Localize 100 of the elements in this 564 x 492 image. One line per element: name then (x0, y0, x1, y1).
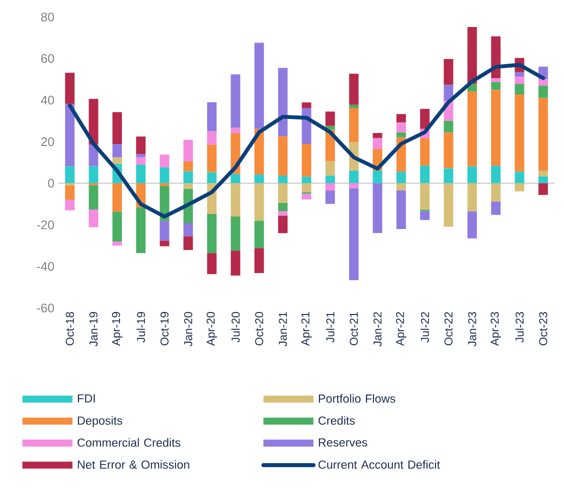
bar (349, 188, 359, 280)
bar (88, 209, 98, 228)
bar (254, 248, 264, 274)
x-tick-label: Jul-20 (231, 312, 240, 343)
bar (349, 170, 359, 184)
bar (278, 176, 288, 184)
x-tick-label: Jul-21 (326, 312, 334, 343)
x-tick-label: Apr-22 (396, 312, 406, 346)
legend-label: Current Account Deficit (318, 460, 440, 469)
bar (136, 207, 146, 254)
y-tick-label: -40 (37, 262, 54, 271)
bar (160, 220, 170, 241)
x-tick-label: Apr-20 (206, 312, 218, 346)
bar (538, 176, 548, 184)
bar (160, 167, 170, 184)
bar (278, 183, 288, 204)
bar (325, 176, 335, 184)
bar (160, 240, 170, 246)
bar (65, 166, 75, 184)
x-tick-label: Jul-19 (136, 312, 146, 343)
bar (112, 144, 122, 158)
y-tick-label: -60 (37, 304, 54, 312)
bar (444, 132, 454, 168)
y-tick-label: 80 (41, 12, 54, 22)
bar (372, 132, 382, 138)
bar (278, 211, 288, 216)
bar (491, 202, 501, 215)
bar (254, 42, 264, 129)
x-tick-label: Jan-19 (89, 312, 98, 346)
bar (207, 172, 217, 184)
x-tick-label: Jul-23 (515, 312, 524, 343)
bar (183, 140, 193, 162)
legend-label: Net Error & Omission (78, 460, 190, 469)
bar (302, 194, 312, 200)
bar (207, 253, 217, 274)
bar (302, 176, 312, 184)
bar (302, 183, 312, 192)
line-series (68, 62, 546, 218)
legend-label: Credits (318, 416, 355, 425)
bar (538, 170, 548, 176)
x-tick-label: Jan-23 (468, 312, 476, 346)
x-tick-label: Oct-22 (444, 312, 453, 346)
bar (88, 166, 98, 184)
bar (396, 132, 406, 138)
x-tick-label: Oct-21 (350, 312, 358, 346)
bar (396, 183, 406, 191)
bar (254, 174, 264, 184)
bar (325, 112, 335, 126)
y-tick-label: 60 (41, 54, 54, 63)
bar (65, 185, 75, 200)
bar (254, 220, 264, 248)
y-tick-label: 40 (40, 96, 54, 105)
bar (444, 183, 454, 227)
bar (420, 108, 430, 129)
y-tick-label: -20 (37, 220, 54, 230)
bar (136, 164, 146, 184)
bar (65, 104, 75, 166)
bar (420, 138, 430, 166)
bar (420, 211, 430, 220)
bar (65, 200, 75, 210)
bar (372, 183, 382, 233)
x-tick-label: Jul-22 (420, 312, 430, 343)
y-tick-label: 0 (48, 178, 54, 188)
bar (183, 222, 193, 236)
bar (396, 122, 406, 132)
bar (278, 68, 288, 136)
bar (444, 168, 454, 184)
bar (302, 102, 312, 108)
bar (302, 144, 312, 177)
bar (160, 154, 170, 168)
bar (514, 183, 524, 192)
bar (538, 86, 548, 98)
bar (183, 161, 193, 172)
bar (183, 236, 193, 250)
bar (112, 241, 122, 246)
bar (491, 166, 501, 184)
bar (207, 102, 217, 132)
bar (278, 203, 288, 212)
legend-label: Deposits (78, 416, 122, 428)
x-tick-label: Oct-20 (255, 312, 264, 346)
bar (467, 183, 477, 212)
x-tick-label: Jan-22 (373, 312, 382, 346)
x-tick-label: Apr-21 (301, 312, 312, 346)
bar (254, 183, 264, 221)
bar (372, 138, 382, 149)
bar (112, 112, 122, 144)
x-tick-label: Oct-23 (539, 312, 548, 346)
legend-label: Reserves (318, 438, 368, 447)
x-tick-label: Apr-19 (112, 312, 122, 346)
bar (230, 74, 240, 128)
bar (136, 136, 146, 154)
bar (491, 82, 501, 90)
bar (349, 104, 359, 108)
bar (514, 76, 524, 84)
bar (538, 78, 548, 86)
bar (420, 183, 430, 210)
bar (88, 185, 98, 210)
bar (349, 183, 359, 188)
bar (278, 216, 288, 234)
bar (444, 120, 454, 132)
